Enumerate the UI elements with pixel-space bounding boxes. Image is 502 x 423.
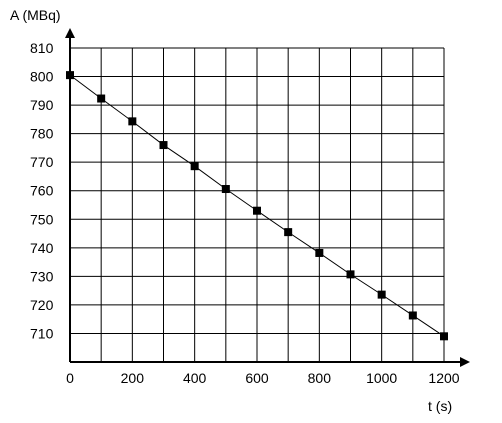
y-tick-label: 760	[30, 183, 54, 199]
x-tick-label: 200	[121, 370, 145, 386]
data-point-marker	[128, 117, 137, 126]
data-point-marker	[377, 290, 386, 299]
x-tick-label: 1000	[366, 370, 397, 386]
data-point-marker	[97, 94, 106, 103]
data-point-marker	[440, 332, 448, 341]
data-point-marker	[221, 185, 230, 194]
x-tick-label: 0	[66, 370, 74, 386]
data-point-marker	[346, 270, 355, 279]
data-point-marker	[253, 206, 261, 215]
y-tick-label: 720	[30, 297, 54, 313]
y-tick-label: 710	[30, 325, 54, 341]
y-tick-label: 790	[30, 97, 54, 113]
y-tick-label: 800	[30, 69, 54, 85]
x-axis-arrow	[460, 357, 470, 367]
data-point-marker	[284, 228, 293, 237]
y-tick-label: 770	[30, 154, 54, 170]
x-tick-label: 800	[308, 370, 332, 386]
axes	[65, 28, 470, 367]
grid	[69, 47, 445, 362]
x-tick-label: 400	[183, 370, 207, 386]
y-axis-title: A (MBq)	[10, 7, 61, 23]
y-tick-label: 810	[30, 40, 54, 56]
y-tick-label: 750	[30, 211, 54, 227]
data-markers	[66, 71, 448, 341]
data-point-marker	[315, 248, 324, 257]
y-tick-label: 780	[30, 126, 54, 142]
x-axis-title: t (s)	[428, 398, 452, 414]
y-tick-label: 730	[30, 268, 54, 284]
data-point-marker	[159, 141, 168, 150]
x-tick-label: 600	[245, 370, 269, 386]
data-point-marker	[66, 71, 74, 80]
y-axis-arrow	[65, 28, 75, 38]
y-tick-label: 740	[30, 240, 54, 256]
tick-labels: 0 200 400 600 800 1000 1200 710 720 730 740 750 760 7…	[30, 40, 460, 386]
data-point-marker	[190, 162, 199, 171]
x-tick-label: 1200	[428, 370, 459, 386]
data-point-marker	[408, 311, 417, 320]
